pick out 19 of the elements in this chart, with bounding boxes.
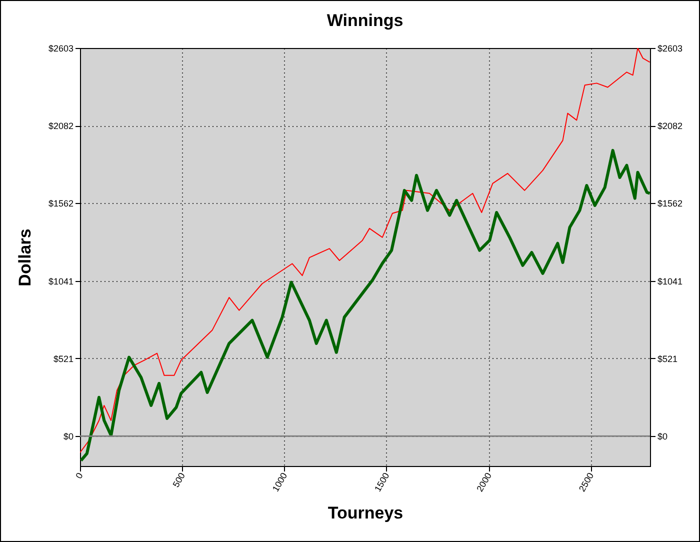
y2-tick-label: $1041 <box>658 276 683 286</box>
line-series <box>80 48 650 454</box>
y-tick-label: $1041 <box>48 276 74 286</box>
x-axis-title: Tourneys <box>328 503 404 522</box>
line-series <box>80 148 650 462</box>
x-tick-label: 500 <box>170 471 187 490</box>
y2-tick-label: $1562 <box>658 198 683 209</box>
y2-tick-label: $2082 <box>658 121 683 132</box>
y2-tick-label: $521 <box>658 354 678 364</box>
y2-tick-label: $0 <box>658 432 668 442</box>
y-tick-label: $0 <box>63 432 74 442</box>
y-tick-label: $2082 <box>48 121 74 132</box>
y-tick-label: $1562 <box>48 198 74 209</box>
x-tick-label: 0 <box>74 471 85 480</box>
y-axis-title: Dollars <box>15 228 34 286</box>
y-tick-label: $2603 <box>48 44 74 54</box>
y2-tick-label: $2603 <box>658 44 683 54</box>
y-tick-label: $521 <box>53 354 74 364</box>
chart-title: Winnings <box>326 11 404 30</box>
